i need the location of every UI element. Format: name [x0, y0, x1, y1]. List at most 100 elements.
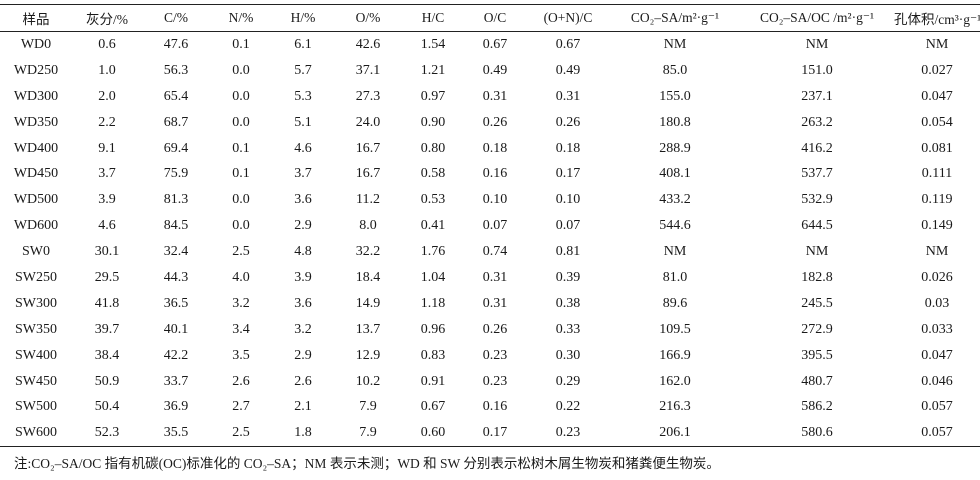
cell-oxygen: 10.2 — [355, 373, 381, 389]
cell-h-c-ratio: 0.60 — [420, 425, 446, 441]
cell-pore-volume: 0.054 — [921, 114, 953, 130]
cell-carbon: 40.1 — [163, 321, 189, 337]
table-row: WD250 1.0 56.3 0.0 5.7 37.1 1.21 0.49 0.49 85.0 15… — [0, 58, 980, 84]
cell-carbon: 32.4 — [163, 244, 189, 260]
cell-hydrogen: 1.8 — [294, 425, 312, 441]
cell-on-c-ratio: 0.38 — [555, 295, 581, 311]
table-row: SW500 50.4 36.9 2.7 2.1 7.9 0.67 0.16 0.22 216.3 5… — [0, 394, 980, 420]
cell-carbon: 75.9 — [163, 166, 189, 182]
cell-h-c-ratio: 0.41 — [420, 218, 446, 234]
cell-h-c-ratio: 0.80 — [420, 140, 446, 156]
table-row: WD350 2.2 68.7 0.0 5.1 24.0 0.90 0.26 0.26 180.8 2… — [0, 110, 980, 136]
table-row: WD300 2.0 65.4 0.0 5.3 27.3 0.97 0.31 0.31 155.0 2… — [0, 84, 980, 110]
cell-ash: 9.1 — [98, 140, 116, 156]
cell-o-c-ratio: 0.16 — [482, 166, 508, 182]
cell-pore-volume: 0.047 — [921, 88, 953, 104]
cell-hydrogen: 2.6 — [294, 373, 312, 389]
cell-carbon: 36.5 — [163, 295, 189, 311]
cell-h-c-ratio: 1.76 — [420, 244, 446, 260]
cell-hydrogen: 3.2 — [294, 321, 312, 337]
table-header-row: 样品 灰分/% C/% N/% H/% O/% H/C O/C (O+N)/C … — [0, 4, 980, 32]
cell-hydrogen: 5.7 — [294, 62, 312, 78]
cell-co2-sa: 544.6 — [659, 218, 691, 234]
cell-carbon: 33.7 — [163, 373, 189, 389]
header-on-c-ratio: (O+N)/C — [543, 10, 593, 25]
table-row: WD0 0.6 47.6 0.1 6.1 42.6 1.54 0.67 0.67 NM NM NM — [0, 32, 980, 58]
cell-ash: 30.1 — [94, 244, 120, 260]
cell-h-c-ratio: 0.53 — [420, 192, 446, 208]
cell-ash: 41.8 — [94, 295, 120, 311]
cell-hydrogen: 5.3 — [294, 88, 312, 104]
cell-co2-sa-oc: 586.2 — [801, 399, 833, 415]
cell-co2-sa-oc: 151.0 — [801, 62, 833, 78]
cell-o-c-ratio: 0.31 — [482, 295, 508, 311]
cell-o-c-ratio: 0.23 — [482, 347, 508, 363]
cell-carbon: 56.3 — [163, 62, 189, 78]
cell-hydrogen: 3.9 — [294, 269, 312, 285]
cell-sample: WD450 — [13, 166, 59, 182]
cell-h-c-ratio: 1.21 — [420, 62, 446, 78]
cell-on-c-ratio: 0.23 — [555, 425, 581, 441]
cell-oxygen: 11.2 — [356, 192, 380, 208]
biochar-properties-table: 样品 灰分/% C/% N/% H/% O/% H/C O/C (O+N)/C … — [0, 4, 980, 447]
header-co2-sa-oc: CO₂–SA/OC /m²·g⁻¹ — [759, 10, 875, 25]
cell-on-c-ratio: 0.29 — [555, 373, 581, 389]
cell-sample: SW450 — [15, 373, 57, 389]
cell-nitrogen: 0.0 — [232, 88, 250, 104]
cell-carbon: 81.3 — [163, 192, 189, 208]
header-carbon: C/% — [163, 10, 188, 25]
cell-o-c-ratio: 0.10 — [482, 192, 508, 208]
cell-co2-sa-oc: NM — [805, 36, 829, 52]
cell-sample: SW400 — [15, 347, 57, 363]
cell-carbon: 35.5 — [163, 425, 189, 441]
cell-co2-sa: 216.3 — [659, 399, 691, 415]
cell-co2-sa-oc: 182.8 — [801, 269, 833, 285]
table-row: WD450 3.7 75.9 0.1 3.7 16.7 0.58 0.16 0.17 408.1 5… — [0, 161, 980, 187]
cell-co2-sa-oc: 395.5 — [801, 347, 833, 363]
cell-ash: 50.9 — [94, 373, 120, 389]
cell-on-c-ratio: 0.33 — [555, 321, 581, 337]
cell-hydrogen: 2.1 — [294, 399, 312, 415]
cell-nitrogen: 2.7 — [232, 399, 250, 415]
cell-oxygen: 37.1 — [355, 62, 381, 78]
cell-o-c-ratio: 0.18 — [482, 140, 508, 156]
cell-oxygen: 27.3 — [355, 88, 381, 104]
cell-on-c-ratio: 0.18 — [555, 140, 581, 156]
cell-ash: 3.9 — [98, 192, 116, 208]
cell-h-c-ratio: 1.04 — [420, 269, 446, 285]
table-row: SW400 38.4 42.2 3.5 2.9 12.9 0.83 0.23 0.30 166.9… — [0, 343, 980, 369]
cell-carbon: 68.7 — [163, 114, 189, 130]
cell-carbon: 36.9 — [163, 399, 189, 415]
cell-h-c-ratio: 0.67 — [420, 399, 446, 415]
cell-ash: 2.2 — [98, 114, 116, 130]
cell-o-c-ratio: 0.16 — [482, 399, 508, 415]
cell-co2-sa: 162.0 — [659, 373, 691, 389]
cell-sample: WD300 — [13, 88, 59, 104]
cell-h-c-ratio: 0.90 — [420, 114, 446, 130]
cell-sample: SW250 — [15, 269, 57, 285]
cell-ash: 39.7 — [94, 321, 120, 337]
header-nitrogen: N/% — [228, 10, 254, 25]
cell-pore-volume: 0.027 — [921, 62, 953, 78]
cell-on-c-ratio: 0.81 — [555, 244, 581, 260]
cell-pore-volume: NM — [925, 244, 949, 260]
cell-pore-volume: 0.057 — [921, 425, 953, 441]
cell-carbon: 69.4 — [163, 140, 189, 156]
cell-pore-volume: 0.119 — [921, 192, 953, 208]
cell-nitrogen: 3.2 — [232, 295, 250, 311]
cell-nitrogen: 0.0 — [232, 62, 250, 78]
cell-co2-sa-oc: 416.2 — [801, 140, 833, 156]
cell-sample: WD350 — [13, 114, 59, 130]
cell-co2-sa: NM — [663, 36, 687, 52]
cell-co2-sa: 288.9 — [659, 140, 691, 156]
cell-ash: 0.6 — [98, 36, 116, 52]
cell-pore-volume: 0.026 — [921, 269, 953, 285]
cell-on-c-ratio: 0.17 — [555, 166, 581, 182]
cell-sample: SW0 — [22, 244, 50, 260]
cell-h-c-ratio: 1.18 — [420, 295, 446, 311]
cell-o-c-ratio: 0.31 — [482, 269, 508, 285]
cell-hydrogen: 3.7 — [294, 166, 312, 182]
cell-o-c-ratio: 0.07 — [482, 218, 508, 234]
cell-pore-volume: 0.057 — [921, 399, 953, 415]
cell-co2-sa: 155.0 — [659, 88, 691, 104]
